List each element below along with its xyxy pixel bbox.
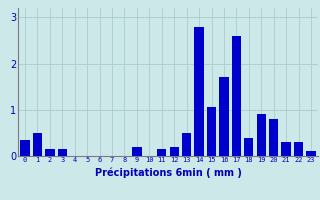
Bar <box>58 149 67 156</box>
Bar <box>33 133 42 156</box>
Bar <box>257 114 266 156</box>
Bar <box>281 142 291 156</box>
Bar <box>244 138 253 156</box>
Bar <box>207 107 216 156</box>
Bar <box>306 151 316 156</box>
X-axis label: Précipitations 6min ( mm ): Précipitations 6min ( mm ) <box>95 168 241 178</box>
Bar <box>170 147 179 156</box>
Bar <box>294 142 303 156</box>
Bar <box>195 26 204 156</box>
Bar <box>269 119 278 156</box>
Bar <box>20 140 30 156</box>
Bar <box>232 36 241 156</box>
Bar <box>219 77 228 156</box>
Bar <box>132 147 141 156</box>
Bar <box>45 149 55 156</box>
Bar <box>182 133 191 156</box>
Bar <box>157 149 166 156</box>
